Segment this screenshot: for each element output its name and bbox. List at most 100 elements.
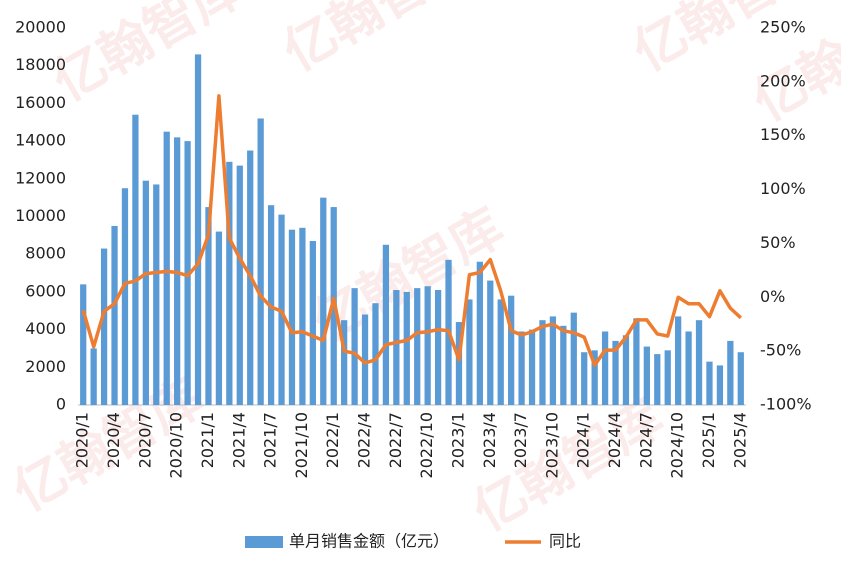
x-tick-label: 2023/10 [542,412,561,478]
bar [476,261,483,405]
x-tick-label: 2024/1 [574,412,593,468]
x-tick-label: 2025/4 [730,412,749,468]
x-tick-label: 2024/7 [636,412,655,468]
bar [497,299,504,405]
y2-tick-label: -50% [760,341,801,360]
y2-tick-label: -100% [760,395,812,414]
y2-tick-label: 250% [760,18,806,37]
bar [205,207,212,405]
x-tick-label: 2020/4 [104,412,123,468]
watermark: 亿翰智库 [44,0,254,113]
x-tick-label: 2021/10 [292,412,311,478]
bar [716,365,724,405]
y-tick-label: 6000 [25,281,66,300]
y-tick-label: 8000 [25,244,66,263]
bar [100,248,108,405]
bar [341,320,348,405]
bar [601,331,609,405]
x-tick-label: 2020/1 [73,412,92,468]
x-tick-label: 2025/1 [699,412,718,468]
bar [528,329,536,405]
bar [361,314,369,405]
bar [706,361,713,405]
x-tick-label: 2021/7 [261,412,280,468]
bar [591,350,598,405]
watermark: 亿翰智库 [274,0,484,83]
bar [424,286,431,405]
legend-swatch [245,536,283,548]
y2-tick-label: 150% [760,125,806,144]
x-tick-label: 2020/10 [167,412,186,478]
bar [372,303,379,405]
bar [695,320,703,405]
x-tick-label: 2023/1 [448,412,467,468]
bar [215,231,223,405]
bar [163,131,170,406]
bar [633,318,640,405]
y-tick-label: 10000 [15,206,66,225]
bar [80,284,87,405]
y-tick-label: 16000 [15,93,66,112]
bar [153,184,160,405]
y-tick-label: 2000 [25,357,66,376]
bar [487,280,494,405]
bar [675,316,682,405]
bar [121,188,129,405]
bar [685,331,692,405]
y-tick-label: 0 [56,395,66,414]
y-tick-label: 20000 [15,18,66,37]
x-tick-label: 2021/1 [198,412,217,468]
bar [194,54,202,405]
bar [518,331,525,405]
x-tick-label: 2022/10 [417,412,436,478]
bar [664,350,671,405]
bar [737,352,744,405]
bar [299,227,306,405]
x-tick-label: 2023/4 [480,412,499,468]
bar [466,299,473,405]
bar [727,340,734,405]
bar [132,114,139,406]
x-tick-label: 2022/4 [355,412,374,468]
y-tick-label: 4000 [25,319,66,338]
y-tick-label: 18000 [15,55,66,74]
bar [560,325,567,405]
bar [434,290,442,405]
bar [549,316,557,405]
bar [612,340,619,405]
y2-tick-label: 200% [760,71,806,90]
y-tick-label: 14000 [15,131,66,150]
bar [414,288,421,405]
bar [236,165,243,405]
bar [320,197,327,405]
bar [622,335,630,405]
bar [382,244,390,405]
bar [508,295,515,405]
x-tick-label: 2024/4 [605,412,624,468]
y2-tick-label: 50% [760,233,796,252]
bar [184,141,191,405]
bar [570,312,577,405]
line [81,94,742,367]
y-tick-label: 12000 [15,168,66,187]
bar [581,352,588,405]
legend-label: 单月销售金额（亿元） [289,532,449,551]
bar [393,290,400,405]
bar [351,288,358,405]
bar [111,225,118,405]
bar [257,118,264,405]
x-tick-label: 2022/7 [386,412,405,468]
bar [654,354,661,405]
y2-tick-label: 0% [760,287,785,306]
x-tick-label: 2023/7 [511,412,530,468]
bar [309,241,316,405]
y2-tick-label: 100% [760,179,806,198]
x-tick-label: 2022/1 [323,412,342,468]
bar [90,348,97,405]
legend-label: 同比 [549,532,581,551]
bar [226,161,233,405]
bar [403,291,410,405]
bar [643,346,650,405]
bar [539,320,546,405]
